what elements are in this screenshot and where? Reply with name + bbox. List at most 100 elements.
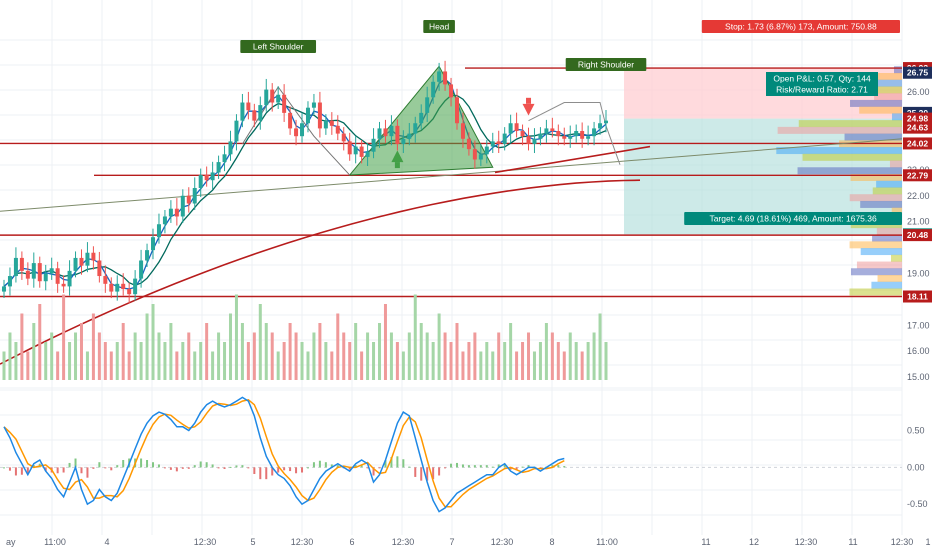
histogram-bar	[301, 467, 304, 473]
volume-bar	[133, 332, 137, 380]
volume-profile-bar	[877, 275, 902, 283]
candle-body	[204, 175, 209, 181]
histogram-bar	[312, 462, 315, 468]
candle-body	[49, 268, 54, 274]
trend-lines	[0, 102, 903, 212]
price-tag-bg	[903, 169, 932, 182]
price-tag: 22.79	[903, 169, 932, 182]
neckline	[494, 145, 651, 174]
time-label: 7	[449, 537, 454, 547]
candle-body	[300, 123, 305, 137]
candle-body	[156, 224, 161, 238]
volume-bar	[389, 332, 393, 380]
price-tick-label: 22.00	[907, 191, 930, 201]
price-tick-label: 26.00	[907, 87, 930, 97]
candle-body	[383, 128, 388, 137]
candle-body	[329, 120, 334, 126]
volume-bar	[395, 342, 399, 380]
price-tick-label: 19.00	[907, 268, 930, 278]
time-label: 12:30	[891, 537, 914, 547]
volume-bar	[550, 332, 554, 380]
histogram-bar	[497, 464, 500, 468]
volume-profile-bar	[872, 234, 902, 242]
candle-body	[544, 128, 549, 134]
volume-bar	[485, 342, 489, 380]
candle-body	[180, 195, 185, 217]
candle-body	[502, 133, 507, 144]
volume-profile-bar	[872, 187, 902, 195]
volume-bar	[467, 342, 471, 380]
candle-body	[252, 110, 257, 121]
histogram-bar	[235, 465, 238, 468]
volume-bar	[473, 332, 477, 380]
candle-body	[508, 123, 513, 134]
candle-body	[91, 252, 96, 261]
volume-bar	[121, 323, 125, 380]
oscillator-panel	[0, 396, 902, 513]
target-label-bg	[684, 212, 902, 225]
price-tag-value: 24.63	[907, 123, 929, 133]
candle-body	[401, 138, 406, 144]
volume-bar	[228, 313, 232, 380]
candle-body	[67, 270, 72, 287]
volume-bar	[115, 342, 119, 380]
volume-bar	[586, 342, 590, 380]
histogram-bar	[265, 467, 268, 480]
candle-body	[562, 136, 567, 139]
volume-bar	[74, 332, 78, 380]
histogram-bar	[110, 467, 113, 471]
volume-bar	[378, 323, 382, 380]
histogram-bar	[372, 467, 375, 476]
right-shoulder-outline	[528, 102, 621, 165]
candle-body	[431, 81, 436, 98]
candle-body	[37, 263, 42, 282]
volume-bar	[270, 332, 274, 380]
volume-profile-bar	[849, 288, 902, 296]
volume-bar	[85, 351, 89, 380]
time-label: 11	[701, 537, 710, 547]
annotations: Left Shoulder Head Right Shoulder Stop: 1.7…	[240, 20, 902, 225]
candle-body	[574, 131, 579, 137]
volume-profile-bar	[859, 106, 902, 114]
histogram-bar	[330, 464, 333, 468]
histogram-bar	[420, 467, 423, 481]
time-label: 12:30	[291, 537, 314, 547]
candle-body	[222, 154, 227, 163]
histogram-bar	[366, 467, 369, 469]
volume-bar	[580, 351, 584, 380]
price-tags: 26.9326.7525.2024.9824.6324.0222.7920.51…	[903, 62, 932, 303]
volume-bar	[2, 351, 6, 380]
candle-body	[490, 141, 495, 147]
volume-bar	[556, 342, 560, 380]
volume-profile-bar	[876, 227, 902, 235]
candle-body	[97, 260, 102, 277]
volume-bar	[503, 342, 507, 380]
buy-arrow-head	[391, 150, 404, 163]
histogram-bar	[20, 467, 23, 475]
histogram-bar	[104, 467, 107, 469]
volume-bar	[330, 351, 334, 380]
volume-profile-bar	[890, 254, 902, 262]
volume-profile-bar	[777, 126, 902, 134]
time-label: 5	[250, 537, 255, 547]
price-tick-label: 21.00	[907, 217, 930, 227]
histogram-bar	[3, 467, 5, 469]
candle-body	[323, 120, 328, 129]
candle-body	[228, 141, 233, 155]
right-shoulder-label-text: Right Shoulder	[578, 60, 634, 70]
histogram-bar	[295, 467, 298, 474]
candle-body	[186, 195, 191, 204]
candle-body	[389, 125, 394, 137]
volume-bar	[461, 351, 465, 380]
candle-body	[13, 257, 18, 277]
volume-profile-bar	[850, 268, 902, 276]
price-tag-value: 22.79	[907, 170, 929, 180]
price-tag: 24.63	[903, 121, 932, 134]
target-label: Target: 4.69 (18.61%) 469, Amount: 1675.…	[684, 212, 902, 225]
candle-body	[496, 141, 501, 144]
candle-body	[514, 123, 519, 132]
volume-bar	[348, 342, 352, 380]
candle-body	[7, 276, 12, 287]
candle-body	[139, 260, 144, 279]
